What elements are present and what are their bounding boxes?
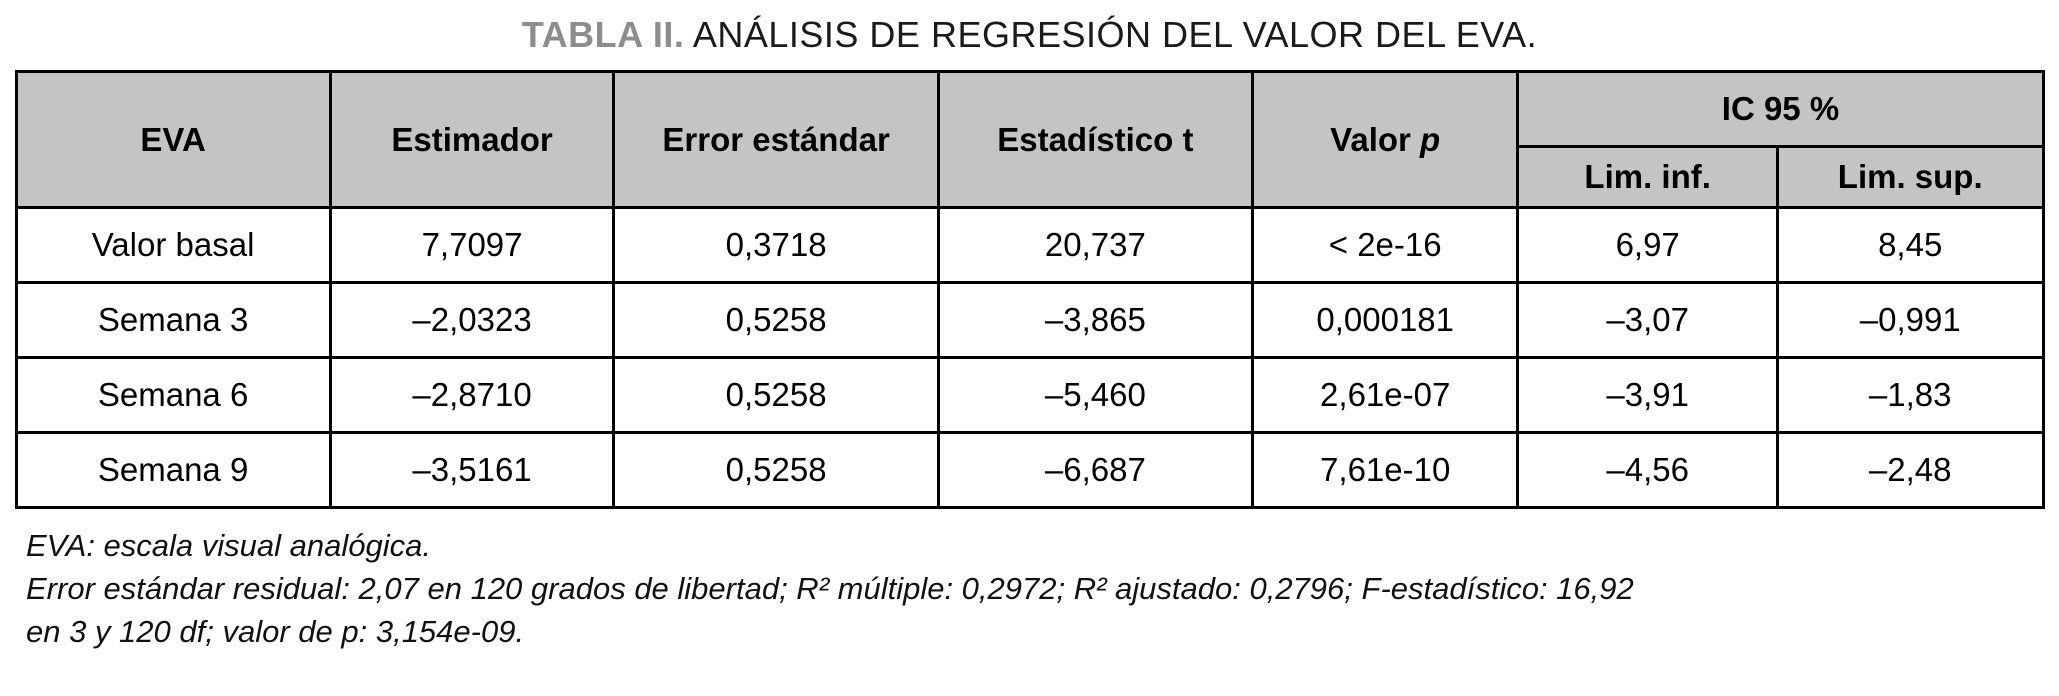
cell-lim-sup: –0,991 [1775, 281, 2045, 359]
table-footnotes: EVA: escala visual analógica. Error está… [26, 525, 2039, 653]
footnote-line: en 3 y 120 df; valor de p: 3,154e-09. [26, 613, 525, 649]
valor-label: Valor [1330, 120, 1411, 158]
table-number-label: TABLA II. [521, 14, 685, 55]
page-title: TABLA II. ANÁLISIS DE REGRESIÓN DEL VALO… [0, 0, 2059, 56]
table-row-valor-basal: Valor basal 7,7097 0,3718 20,737 < 2e-16… [14, 206, 2045, 284]
cell-lim-sup: –2,48 [1775, 431, 2045, 509]
cell-estadistico-t: –3,865 [936, 281, 1254, 359]
cell-error-estandar: 0,3718 [612, 206, 940, 284]
column-header-error-estandar: Error estándar [612, 70, 940, 209]
cell-lim-sup: –1,83 [1775, 356, 2045, 434]
cell-error-estandar: 0,5258 [612, 281, 940, 359]
row-label: Semana 9 [14, 431, 332, 509]
cell-estadistico-t: –6,687 [936, 431, 1254, 509]
header-row-top: EVA Estimador Error estándar Estadístico… [14, 70, 2045, 209]
row-label: Valor basal [14, 206, 332, 284]
column-header-eva: EVA [14, 70, 332, 209]
cell-error-estandar: 0,5258 [612, 356, 940, 434]
column-header-lim-inf: Lim. inf. [1516, 145, 1779, 209]
cell-lim-inf: –3,91 [1516, 356, 1779, 434]
column-header-valor-p: Valor p [1250, 70, 1520, 209]
column-header-estimador: Estimador [328, 70, 616, 209]
cell-error-estandar: 0,5258 [612, 431, 940, 509]
cell-estimador: –2,8710 [328, 356, 616, 434]
table-title-text: ANÁLISIS DE REGRESIÓN DEL VALOR DEL EVA. [692, 14, 1538, 55]
cell-estimador: –2,0323 [328, 281, 616, 359]
cell-estadistico-t: 20,737 [936, 206, 1254, 284]
table-row-semana-3: Semana 3 –2,0323 0,5258 –3,865 0,000181 … [14, 281, 2045, 359]
row-label: Semana 3 [14, 281, 332, 359]
cell-lim-inf: 6,97 [1516, 206, 1779, 284]
column-header-ic95: IC 95 % [1516, 70, 2045, 148]
cell-valor-p: < 2e-16 [1250, 206, 1520, 284]
cell-estimador: –3,5161 [328, 431, 616, 509]
cell-lim-sup: 8,45 [1775, 206, 2045, 284]
table-row-semana-9: Semana 9 –3,5161 0,5258 –6,687 7,61e-10 … [14, 431, 2045, 509]
row-label: Semana 6 [14, 356, 332, 434]
column-header-lim-sup: Lim. sup. [1775, 145, 2045, 209]
cell-valor-p: 2,61e-07 [1250, 356, 1520, 434]
cell-lim-inf: –4,56 [1516, 431, 1779, 509]
cell-valor-p: 0,000181 [1250, 281, 1520, 359]
regression-table: EVA Estimador Error estándar Estadístico… [14, 70, 2045, 509]
p-label: p [1420, 120, 1441, 158]
header-row-sub: Lim. inf. Lim. sup. [16, 145, 2045, 209]
table-row-semana-6: Semana 6 –2,8710 0,5258 –5,460 2,61e-07 … [14, 356, 2045, 434]
footnote-line: Error estándar residual: 2,07 en 120 gra… [26, 570, 1634, 606]
cell-valor-p: 7,61e-10 [1250, 431, 1520, 509]
cell-estadistico-t: –5,460 [936, 356, 1254, 434]
cell-estimador: 7,7097 [328, 206, 616, 284]
footnote-line: EVA: escala visual analógica. [26, 528, 431, 563]
cell-lim-inf: –3,07 [1516, 281, 1779, 359]
column-header-estadistico-t: Estadístico t [936, 70, 1254, 209]
